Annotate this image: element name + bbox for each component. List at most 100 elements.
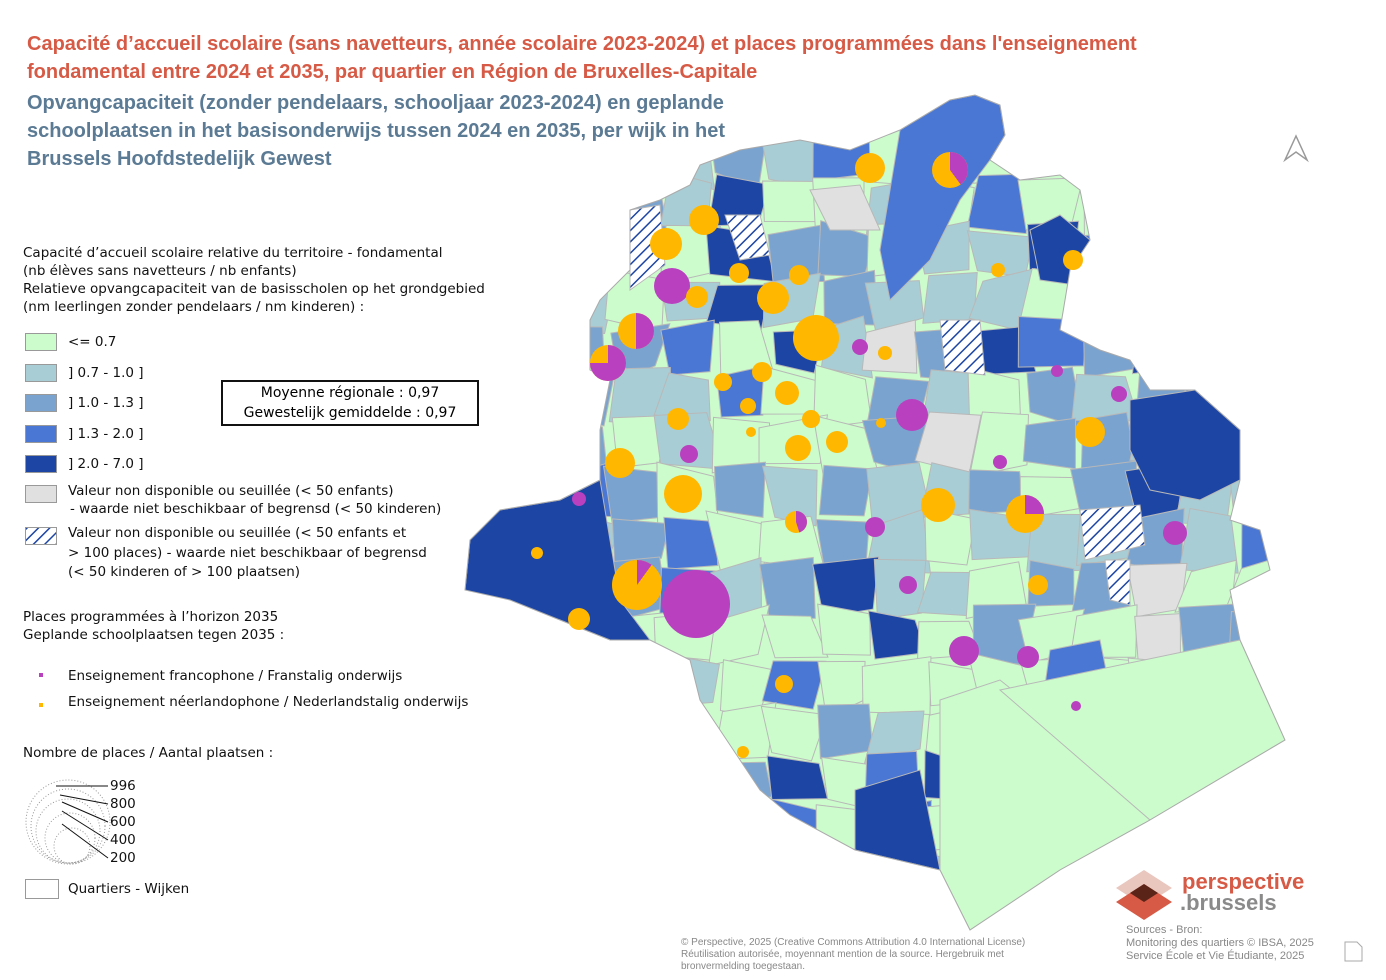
pie-nl (1063, 250, 1083, 270)
quartier (1019, 95, 1087, 138)
size-legend-title: Nombre de places / Aantal plaatsen : (23, 745, 274, 761)
size-label: 600 (110, 814, 136, 830)
quartier (861, 319, 918, 374)
places-pie (664, 475, 702, 513)
pie-fr (896, 399, 928, 431)
quartier (709, 798, 764, 860)
quartier (1182, 130, 1242, 186)
quartier (562, 224, 620, 281)
quartier (1278, 614, 1285, 669)
quartier (553, 376, 615, 427)
quartier (1278, 412, 1285, 477)
quartier (608, 655, 672, 715)
quartier (998, 639, 1285, 821)
quartier-polygons (465, 95, 1285, 930)
quartier (1131, 317, 1188, 375)
region-outline (464, 94, 1286, 931)
places-pie (1051, 365, 1063, 377)
places-pie (878, 346, 892, 360)
pie-nl (531, 547, 543, 559)
quartier (1126, 178, 1191, 235)
quartier (509, 701, 569, 758)
quartier (659, 715, 721, 758)
pie-fr (993, 455, 1007, 469)
quartier (714, 893, 768, 930)
class-swatch (25, 363, 57, 382)
places-pie (802, 410, 820, 428)
logo-icon (1116, 870, 1172, 920)
places-pie (785, 435, 811, 461)
quartier (506, 223, 560, 271)
quartier (812, 556, 880, 618)
quartier (656, 845, 720, 900)
class-label: ] 1.3 - 2.0 ] (68, 425, 144, 442)
quartier (861, 656, 932, 715)
quartier (558, 706, 612, 763)
quartier (724, 214, 771, 261)
pie-fr (949, 636, 979, 666)
quartier (1231, 95, 1285, 142)
quartier (501, 175, 562, 233)
quartier (1231, 366, 1285, 426)
pie-nl (650, 228, 682, 260)
quartier (503, 663, 567, 711)
quartier (1277, 182, 1285, 235)
places-pie (865, 517, 885, 537)
places-pie (714, 373, 732, 391)
places-pie (899, 576, 917, 594)
logo-text-brussels: .brussels (1180, 890, 1277, 915)
quartier (1281, 222, 1285, 280)
pie-fr (662, 570, 730, 638)
quartiers-swatch (25, 879, 59, 899)
quartier (1177, 272, 1244, 326)
places-pie (921, 488, 955, 522)
pie-nl (664, 475, 702, 513)
places-pie (531, 547, 543, 559)
quartier (508, 850, 567, 899)
quartier (605, 715, 665, 764)
quartier (809, 184, 881, 231)
quartier (1226, 269, 1285, 333)
quartier (1175, 95, 1229, 136)
class-swatch (25, 333, 57, 351)
quartier (465, 465, 503, 521)
pie-nl (826, 431, 848, 453)
document-icon[interactable] (1344, 941, 1363, 962)
quartier (761, 614, 829, 659)
fr-marker-icon (39, 673, 43, 677)
nl-label: Enseignement néerlandophone / Nederlands… (68, 694, 469, 710)
pie-fr (899, 576, 917, 594)
pie-nl (793, 315, 839, 361)
legend-line: (nm leerlingen zonder pendelaars / nm ki… (23, 299, 365, 315)
pie-nl (667, 408, 689, 430)
quartier (499, 324, 563, 377)
places-pie (740, 398, 756, 414)
quartier (1074, 899, 1133, 930)
pie-nl (876, 418, 886, 428)
quartier (465, 850, 515, 908)
quartier (1279, 520, 1285, 574)
places-pie (650, 228, 682, 260)
quartier (817, 95, 871, 129)
quartier (562, 754, 621, 807)
quartier (1083, 179, 1136, 238)
places-pie (949, 636, 979, 666)
places-pie (1017, 646, 1039, 668)
pie-nl (789, 265, 809, 285)
quartier (817, 703, 874, 760)
legend-line: Capacité d’accueil scolaire relative du … (23, 245, 443, 261)
pie-nl (855, 153, 885, 183)
places-pie (737, 746, 749, 758)
quartier (1229, 175, 1285, 238)
pie-fr (1017, 646, 1039, 668)
quartier (761, 465, 818, 527)
places-pie (746, 427, 756, 437)
quartier (759, 95, 823, 142)
pie-nl (737, 746, 749, 758)
quartier (553, 662, 612, 713)
quartier (1021, 130, 1088, 175)
pie-nl (785, 435, 811, 461)
pie-fr-slice (590, 345, 626, 381)
pie-nl (746, 427, 756, 437)
quartier (761, 660, 827, 710)
